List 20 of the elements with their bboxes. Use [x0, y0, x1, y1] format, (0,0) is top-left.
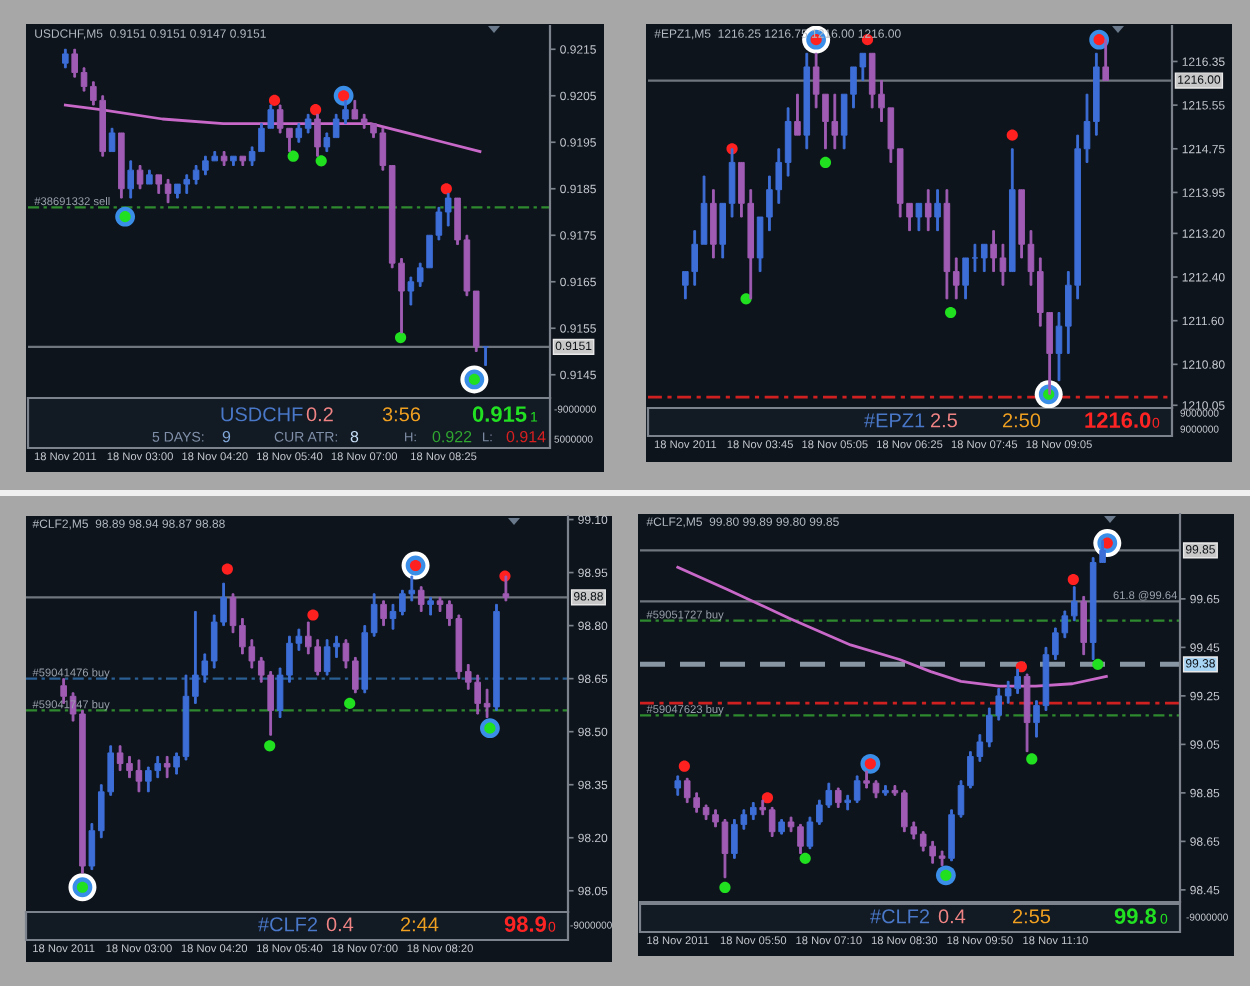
text: 9 [222, 430, 231, 443]
text: 2.5 [931, 413, 957, 428]
text: #EPZ1 [864, 413, 925, 428]
text: 3:56 [382, 407, 421, 422]
text: 8 [350, 430, 359, 443]
text: 98.9 [504, 916, 546, 932]
text: USDCHF [221, 407, 303, 422]
text: 2:44 [401, 917, 439, 932]
text: 0.915 [472, 406, 527, 422]
text: 1216.0 [1085, 412, 1151, 428]
text: #CLF2 [870, 909, 930, 924]
text: #CLF2 [258, 917, 318, 932]
text: 99.8 [1114, 908, 1157, 924]
text: 2:50 [1003, 413, 1041, 428]
text: 0.4 [938, 909, 966, 924]
text: 2:55 [1013, 909, 1051, 924]
text: 0.2 [306, 407, 333, 422]
text: 0.922 [432, 430, 472, 443]
text: 0.914 [506, 430, 546, 443]
text: 0.4 [326, 917, 354, 932]
